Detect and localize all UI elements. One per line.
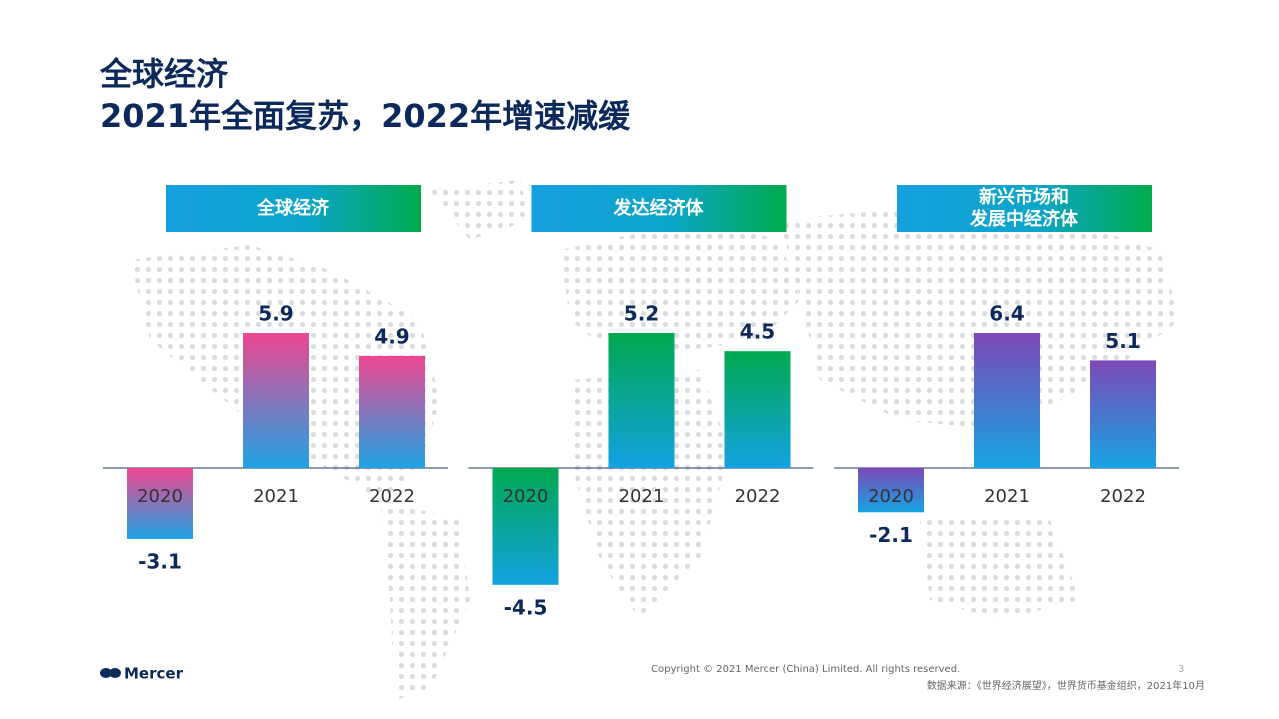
chart-header <box>166 185 421 232</box>
chart-header <box>897 185 1152 232</box>
bar <box>1090 360 1156 468</box>
value-label: -4.5 <box>504 595 548 619</box>
x-tick-label: 2022 <box>735 486 781 507</box>
x-tick-label: 2021 <box>619 486 665 507</box>
bar <box>608 333 675 468</box>
x-tick-label: 2022 <box>369 486 415 507</box>
logo-text: Mercer <box>124 665 184 683</box>
source: 数据来源：《世界经济展望》，世界货币基金组织，2021年10月 <box>927 679 1205 692</box>
chart-header <box>531 185 787 232</box>
value-label: -3.1 <box>138 549 182 573</box>
logo: Mercer <box>100 665 184 683</box>
bar <box>858 468 924 513</box>
chart-title: 新兴市场和 <box>979 186 1069 208</box>
bar <box>127 468 193 539</box>
value-label: 4.9 <box>374 324 409 348</box>
chart-title: 发达经济体 <box>613 197 705 219</box>
slide-title: 全球经济 <box>99 55 229 93</box>
value-label: -2.1 <box>869 523 913 547</box>
x-tick-label: 2021 <box>253 486 299 507</box>
bar <box>492 468 559 585</box>
value-label: 6.4 <box>989 302 1024 326</box>
value-label: 5.9 <box>258 302 293 326</box>
bar <box>974 333 1040 468</box>
copyright: Copyright © 2021 Mercer (China) Limited.… <box>651 664 960 675</box>
x-tick-label: 2021 <box>984 486 1030 507</box>
bar <box>359 355 425 468</box>
page-number: 3 <box>1178 664 1184 675</box>
chart-title: 全球经济 <box>256 197 330 219</box>
chart-title: 发展中经济体 <box>969 208 1079 230</box>
value-label: 4.5 <box>740 320 775 344</box>
value-label: 5.1 <box>1105 329 1140 353</box>
x-tick-label: 2020 <box>868 486 914 507</box>
slide-subtitle: 2021年全面复苏，2022年增速减缓 <box>100 97 631 135</box>
x-tick-label: 2022 <box>1100 486 1146 507</box>
value-label: 5.2 <box>624 302 659 326</box>
bar <box>724 351 791 468</box>
bar <box>243 333 309 468</box>
x-tick-label: 2020 <box>503 486 549 507</box>
x-tick-label: 2020 <box>137 486 183 507</box>
